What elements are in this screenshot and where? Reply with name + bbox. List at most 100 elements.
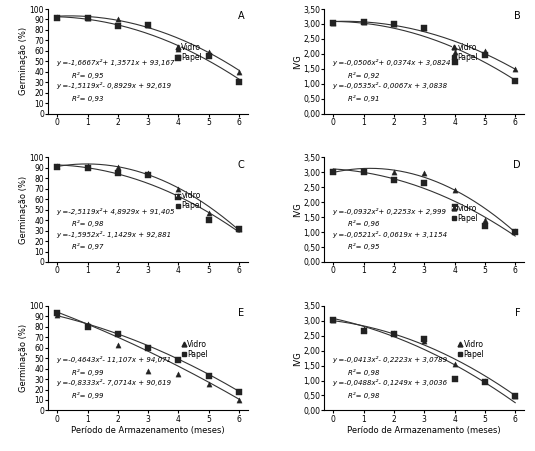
Point <box>174 357 183 364</box>
Point <box>420 337 429 345</box>
Point <box>204 48 213 55</box>
Point <box>511 229 519 236</box>
Text: R²= 0,99: R²= 0,99 <box>72 368 104 376</box>
Point <box>420 179 429 186</box>
Text: R²= 0,99: R²= 0,99 <box>72 391 104 399</box>
Point <box>53 162 62 170</box>
Point <box>360 167 368 175</box>
Legend: Vidro, Papel: Vidro, Papel <box>182 339 209 359</box>
Text: E: E <box>238 308 244 318</box>
Point <box>420 25 429 32</box>
X-axis label: Período de Armazenamento (meses): Período de Armazenamento (meses) <box>347 426 501 435</box>
Point <box>511 66 519 73</box>
Point <box>450 375 459 382</box>
Text: D: D <box>513 160 521 170</box>
Point <box>83 323 92 331</box>
Point <box>144 170 152 177</box>
Point <box>113 341 122 348</box>
Point <box>450 58 459 65</box>
Point <box>83 15 92 22</box>
Point <box>144 172 152 179</box>
Y-axis label: IVG: IVG <box>293 54 302 69</box>
Point <box>235 388 243 395</box>
Point <box>511 227 519 234</box>
Point <box>511 392 519 400</box>
Point <box>174 45 183 52</box>
Text: y =-0,0932x²+ 0,2253x + 2,999: y =-0,0932x²+ 0,2253x + 2,999 <box>332 207 446 215</box>
Point <box>83 162 92 170</box>
Point <box>360 169 368 176</box>
Point <box>53 312 62 319</box>
Point <box>329 167 338 175</box>
Text: R²= 0,98: R²= 0,98 <box>348 368 380 376</box>
Point <box>83 320 92 327</box>
Point <box>329 19 338 27</box>
Point <box>144 21 152 28</box>
Point <box>329 317 338 324</box>
Legend: Vidro, Papel: Vidro, Papel <box>458 339 485 359</box>
Y-axis label: Germinação (%): Germinação (%) <box>19 175 28 244</box>
Text: C: C <box>238 160 244 170</box>
Text: R²= 0,95: R²= 0,95 <box>72 72 104 79</box>
Point <box>389 168 398 175</box>
Point <box>144 344 152 351</box>
Point <box>144 21 152 28</box>
Point <box>235 68 243 75</box>
Text: R²= 0,93: R²= 0,93 <box>72 95 104 102</box>
Point <box>174 193 183 201</box>
Point <box>204 52 213 60</box>
Point <box>144 367 152 374</box>
Point <box>480 377 489 384</box>
Point <box>204 381 213 388</box>
Point <box>389 329 398 336</box>
Point <box>360 328 368 335</box>
Text: y =-1,5952x²- 1,1429x + 92,881: y =-1,5952x²- 1,1429x + 92,881 <box>56 230 171 238</box>
Text: R²= 0,98: R²= 0,98 <box>348 391 380 399</box>
Point <box>480 47 489 55</box>
Text: y =-0,8333x²- 7,0714x + 90,619: y =-0,8333x²- 7,0714x + 90,619 <box>56 379 171 386</box>
Legend: vidro, Papel: vidro, Papel <box>176 190 203 211</box>
Point <box>329 316 338 323</box>
Point <box>83 164 92 171</box>
Text: R²= 0,95: R²= 0,95 <box>348 243 380 250</box>
Point <box>113 16 122 23</box>
Point <box>113 22 122 29</box>
Text: A: A <box>238 11 244 21</box>
Point <box>420 24 429 32</box>
Point <box>53 309 62 317</box>
Text: y =-2,5119x²+ 4,8929x + 91,405: y =-2,5119x²+ 4,8929x + 91,405 <box>56 207 174 215</box>
Point <box>204 209 213 216</box>
Point <box>235 396 243 404</box>
Text: y =-1,6667x²+ 1,3571x + 93,167: y =-1,6667x²+ 1,3571x + 93,167 <box>56 59 174 66</box>
Text: B: B <box>514 11 521 21</box>
Text: y =-0,0521x²- 0,0619x + 3,1154: y =-0,0521x²- 0,0619x + 3,1154 <box>332 230 447 238</box>
Point <box>53 14 62 21</box>
Point <box>450 203 459 210</box>
Point <box>480 216 489 223</box>
Point <box>480 222 489 230</box>
Legend: vidro, Papel: vidro, Papel <box>452 203 479 224</box>
Y-axis label: IVG: IVG <box>293 202 302 217</box>
Y-axis label: Germinação (%): Germinação (%) <box>19 27 28 95</box>
Text: y =-1,5119x²- 0,8929x + 92,619: y =-1,5119x²- 0,8929x + 92,619 <box>56 82 171 89</box>
Point <box>204 216 213 224</box>
Point <box>420 170 429 177</box>
Point <box>511 392 519 400</box>
Text: R²= 0,91: R²= 0,91 <box>348 95 380 102</box>
Point <box>204 373 213 380</box>
Point <box>420 336 429 343</box>
Point <box>53 163 62 170</box>
Text: R²= 0,98: R²= 0,98 <box>72 220 104 227</box>
Text: R²= 0,97: R²= 0,97 <box>72 243 104 250</box>
Point <box>360 19 368 26</box>
Point <box>329 168 338 175</box>
Point <box>113 163 122 170</box>
Point <box>450 360 459 367</box>
Text: R²= 0,96: R²= 0,96 <box>348 220 380 227</box>
Point <box>450 186 459 193</box>
Text: R²= 0,92: R²= 0,92 <box>348 72 380 79</box>
Point <box>235 225 243 232</box>
Point <box>174 185 183 193</box>
Point <box>83 15 92 22</box>
Point <box>450 49 459 56</box>
